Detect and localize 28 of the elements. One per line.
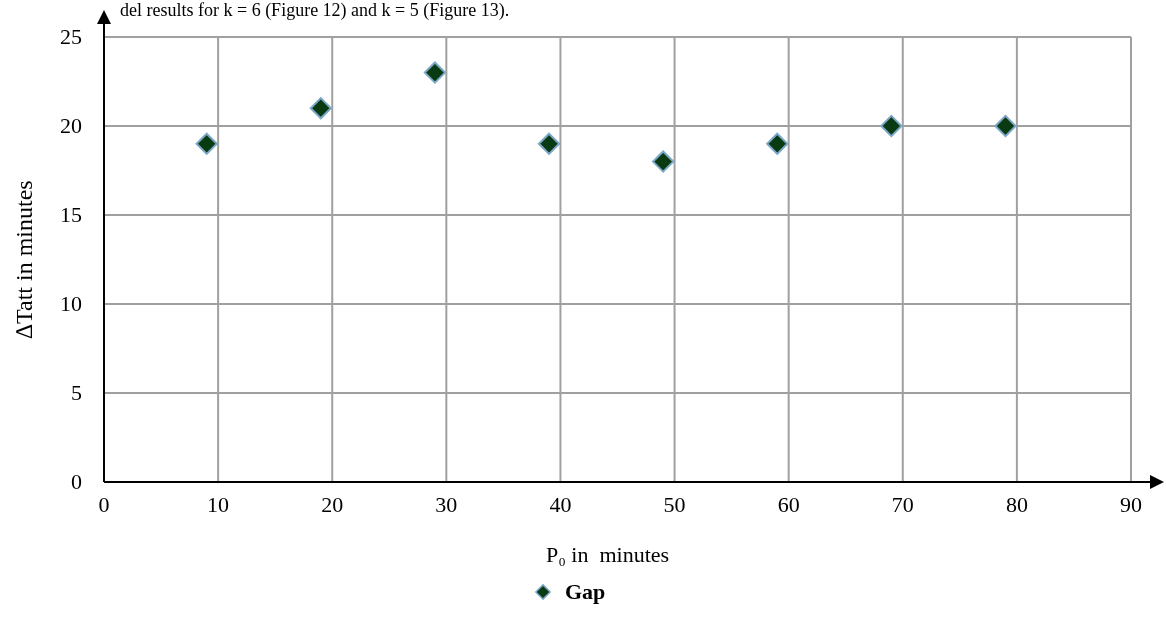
legend-label: Gap bbox=[565, 579, 606, 604]
x-tick-label: 50 bbox=[663, 492, 686, 517]
y-tick-label: 20 bbox=[60, 113, 82, 138]
x-tick-label: 90 bbox=[1120, 492, 1142, 517]
text: del results for k = 6 (Figure 12) and k = 5 (Figure 13). bbox=[120, 0, 510, 21]
x-axis-title: P₀ in minutes bbox=[545, 542, 670, 567]
y-tick-label: 25 bbox=[60, 24, 82, 49]
x-tick-label: 20 bbox=[321, 492, 344, 517]
point bbox=[423, 61, 447, 84]
point bbox=[652, 150, 675, 173]
y-tick-label: 15 bbox=[60, 202, 82, 227]
x-tick-label: 30 bbox=[435, 492, 458, 517]
x-tick-label: 10 bbox=[207, 492, 230, 517]
point bbox=[309, 97, 332, 120]
x-tick-label: 0 bbox=[98, 492, 110, 517]
y-tick-label: 5 bbox=[71, 380, 82, 405]
y-axis-title: ∆Tatt in minutes bbox=[11, 180, 37, 339]
point bbox=[766, 132, 789, 155]
y-tick-label: 0 bbox=[71, 469, 82, 494]
point bbox=[880, 114, 903, 138]
x-tick-label: 70 bbox=[891, 492, 914, 517]
x-tick-label: 80 bbox=[1005, 492, 1028, 517]
point bbox=[195, 132, 218, 155]
x-tick-label: 60 bbox=[777, 492, 800, 517]
point bbox=[537, 132, 561, 155]
point bbox=[994, 114, 1017, 138]
x-tick-label: 40 bbox=[549, 492, 572, 517]
y-tick-label: 10 bbox=[60, 291, 82, 316]
